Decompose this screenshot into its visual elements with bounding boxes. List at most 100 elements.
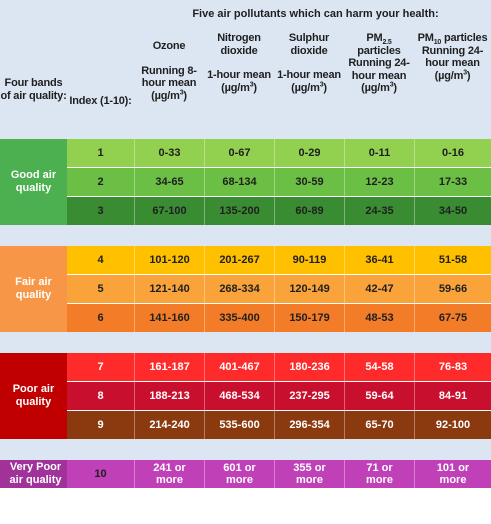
band-label: Poor air quality <box>0 353 67 439</box>
value-cell: 34-65 <box>134 168 204 196</box>
value-cell: 12-23 <box>344 168 414 196</box>
value-cell: 188-213 <box>134 382 204 410</box>
index-cell: 8 <box>97 390 104 402</box>
value-cell: 214-240 <box>134 411 204 439</box>
band-label: Fair air quality <box>0 246 67 332</box>
table-row: 1 0-33 0-67 0-29 0-11 0-16 <box>67 139 491 167</box>
value-cell: 34-50 <box>414 197 491 225</box>
index-cell: 4 <box>97 254 104 266</box>
value-cell: 401-467 <box>204 353 274 381</box>
value-cell: 141-160 <box>134 304 204 332</box>
table-row: 10 241 or more 601 or more 355 or more 71 or… <box>67 460 491 488</box>
index-cell: 6 <box>97 312 104 324</box>
pollutant-name: Nitrogen dioxide <box>217 32 261 57</box>
air-quality-band: Fair air quality 4 101-120 201-267 90-119 36-… <box>0 246 491 332</box>
pollutant-column-header: Ozone Running 8-hour mean (µg/m3) <box>134 40 204 102</box>
value-cell: 59-64 <box>344 382 414 410</box>
table-row: 2 34-65 68-134 30-59 12-23 17-33 <box>67 168 491 196</box>
value-cell: 48-53 <box>344 304 414 332</box>
pollutant-name: Ozone <box>152 40 186 52</box>
value-cell: 180-236 <box>274 353 344 381</box>
index-cell: 2 <box>97 176 104 188</box>
value-cell: 68-134 <box>204 168 274 196</box>
air-quality-band: Very Poor air quality 10 241 or more 601 or… <box>0 460 491 488</box>
value-cell: 120-149 <box>274 275 344 303</box>
pollutant-column-header: PM10 particles Running 24-hour mean (µg/m3… <box>414 32 491 82</box>
index-cell: 10 <box>94 468 107 480</box>
index-cell: 7 <box>97 361 104 373</box>
value-cell: 535-600 <box>204 411 274 439</box>
value-cell: 101-120 <box>134 246 204 274</box>
value-cell: 296-354 <box>274 411 344 439</box>
value-cell: 335-400 <box>204 304 274 332</box>
value-cell: 468-534 <box>204 382 274 410</box>
pollutant-metric: Running 8-hour mean <box>141 64 197 90</box>
pollutant-metric: Running 24-hour mean <box>421 44 484 70</box>
value-cell: 355 or more <box>274 460 344 488</box>
value-cell: 268-334 <box>204 275 274 303</box>
pollutant-unit: (µg/m3) <box>361 81 397 94</box>
value-cell: 601 or more <box>204 460 274 488</box>
air-quality-band: Poor air quality 7 161-187 401-467 180-236 54… <box>0 353 491 439</box>
value-cell: 65-70 <box>344 411 414 439</box>
table-row: 9 214-240 535-600 296-354 65-70 92-100 <box>67 411 491 439</box>
index-cell: 9 <box>97 419 104 431</box>
pollutant-unit: (µg/m3) <box>291 80 327 94</box>
value-cell: 59-66 <box>414 275 491 303</box>
value-cell: 121-140 <box>134 275 204 303</box>
table-row: 3 67-100 135-200 60-89 24-35 34-50 <box>67 197 491 225</box>
value-cell: 135-200 <box>204 197 274 225</box>
pollutant-name: Sulphur dioxide <box>288 32 330 57</box>
value-cell: 51-58 <box>414 246 491 274</box>
value-cell: 241 or more <box>134 460 204 488</box>
value-cell: 76-83 <box>414 353 491 381</box>
value-cell: 24-35 <box>344 197 414 225</box>
band-divider <box>0 225 491 246</box>
pollutant-column-header: Nitrogen dioxide 1-hour mean (µg/m3) <box>204 32 274 94</box>
table-row: 8 188-213 468-534 237-295 59-64 84-91 <box>67 382 491 410</box>
value-cell: 150-179 <box>274 304 344 332</box>
value-cell: 237-295 <box>274 382 344 410</box>
index-column-header: Index (1-10): <box>69 95 132 107</box>
pollutant-column-header: PM2.5 particles Running 24-hour mean (µg/m… <box>344 32 414 95</box>
value-cell: 84-91 <box>414 382 491 410</box>
table-row: 5 121-140 268-334 120-149 42-47 59-66 <box>67 275 491 303</box>
table-header: Five air pollutants which can harm your … <box>0 0 491 133</box>
band-divider <box>0 133 491 139</box>
band-label: Good air quality <box>0 139 67 225</box>
band-divider <box>0 332 491 353</box>
value-cell: 67-75 <box>414 304 491 332</box>
value-cell: 54-58 <box>344 353 414 381</box>
value-cell: 90-119 <box>274 246 344 274</box>
pollutant-unit: (µg/m3) <box>221 80 257 94</box>
band-divider <box>0 439 491 460</box>
pollutant-name: PM2.5 particles <box>357 32 401 57</box>
value-cell: 0-11 <box>344 139 414 167</box>
band-column-header: Four bands of air quality: <box>0 77 67 102</box>
value-cell: 17-33 <box>414 168 491 196</box>
value-cell: 161-187 <box>134 353 204 381</box>
value-cell: 60-89 <box>274 197 344 225</box>
value-cell: 101 or more <box>414 460 491 488</box>
pollutant-column-header: Sulphur dioxide 1-hour mean (µg/m3) <box>274 32 344 94</box>
pollutant-metric: Running 24-hour mean <box>348 57 410 82</box>
pollutant-name: PM10 particles <box>417 32 488 47</box>
value-cell: 30-59 <box>274 168 344 196</box>
value-cell: 36-41 <box>344 246 414 274</box>
table-row: 6 141-160 335-400 150-179 48-53 67-75 <box>67 304 491 332</box>
table-row: 4 101-120 201-267 90-119 36-41 51-58 <box>67 246 491 274</box>
value-cell: 201-267 <box>204 246 274 274</box>
pollutant-unit: (µg/m3) <box>151 88 187 102</box>
value-cell: 71 or more <box>344 460 414 488</box>
air-quality-band: Good air quality 1 0-33 0-67 0-29 0-11 0-16 2 34… <box>0 139 491 225</box>
value-cell: 0-33 <box>134 139 204 167</box>
band-label: Very Poor air quality <box>0 460 67 488</box>
value-cell: 0-29 <box>274 139 344 167</box>
index-cell: 1 <box>97 147 104 159</box>
table-row: 7 161-187 401-467 180-236 54-58 76-83 <box>67 353 491 381</box>
header-title: Five air pollutants which can harm your … <box>192 8 439 20</box>
pollutant-metric: 1-hour mean <box>277 69 341 81</box>
value-cell: 0-16 <box>414 139 491 167</box>
pollutant-unit: (µg/m3) <box>434 68 471 82</box>
